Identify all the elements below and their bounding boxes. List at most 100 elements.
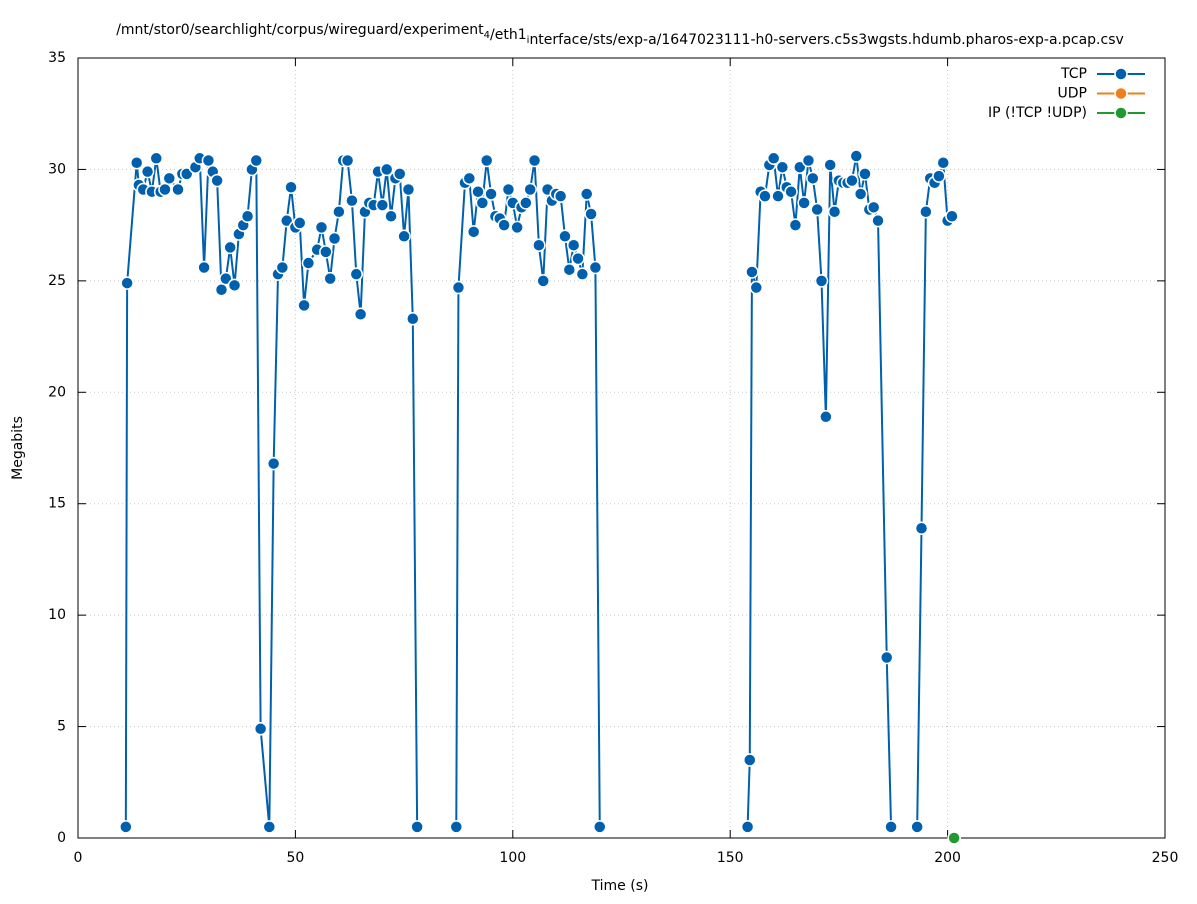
- data-point: [584, 207, 598, 221]
- data-point: [749, 280, 764, 295]
- data-point: [823, 158, 837, 172]
- data-point: [340, 153, 355, 168]
- series-line: [124, 155, 953, 827]
- data-point: [788, 218, 803, 232]
- data-point: [936, 155, 951, 170]
- y-tick-label: 0: [57, 830, 66, 846]
- data-point: [384, 209, 398, 223]
- data-point: [810, 202, 824, 217]
- data-point: [345, 193, 359, 208]
- data-point: [266, 456, 281, 471]
- data-point: [410, 820, 424, 834]
- data-point: [771, 189, 785, 203]
- data-point: [171, 182, 185, 197]
- data-point: [327, 231, 342, 246]
- data-point: [301, 256, 316, 270]
- data-point: [745, 265, 759, 279]
- data-point: [932, 169, 946, 183]
- data-point: [766, 151, 781, 166]
- data-point: [214, 283, 229, 297]
- data-point: [471, 184, 485, 199]
- data-point: [947, 831, 961, 845]
- y-tick-label: 25: [48, 273, 66, 289]
- data-point: [814, 274, 829, 288]
- data-point: [462, 171, 477, 186]
- data-point: [871, 213, 885, 228]
- y-tick-label: 5: [57, 719, 66, 735]
- plot-frame: [77, 57, 1166, 839]
- data-point: [223, 240, 237, 255]
- data-point: [219, 271, 233, 286]
- data-point: [743, 753, 757, 767]
- data-point: [793, 160, 807, 174]
- y-tick-label: 20: [48, 384, 66, 400]
- data-point: [914, 521, 929, 535]
- y-tick-label: 10: [48, 607, 66, 623]
- data-point: [227, 278, 242, 293]
- data-point: [845, 173, 859, 188]
- data-point: [314, 220, 329, 235]
- data-point: [249, 153, 264, 168]
- data-point: [406, 311, 420, 326]
- data-point: [484, 187, 498, 201]
- data-point: [353, 307, 368, 322]
- data-point: [479, 153, 494, 168]
- data-point: [740, 820, 755, 834]
- x-tick-label: 0: [74, 850, 83, 866]
- data-point: [393, 167, 407, 181]
- data-point: [240, 209, 255, 223]
- legend-swatch: [1114, 67, 1128, 81]
- legend-swatch: [1114, 86, 1128, 101]
- data-point: [197, 260, 211, 275]
- legend-label: IP (!TCP !UDP): [988, 105, 1087, 121]
- data-point: [579, 187, 594, 201]
- data-point: [910, 820, 924, 834]
- data-point: [449, 820, 464, 834]
- data-point: [284, 180, 298, 195]
- data-point: [553, 189, 568, 203]
- data-point: [475, 196, 490, 210]
- data-point: [497, 218, 511, 232]
- data-point: [523, 182, 537, 197]
- data-point: [179, 167, 194, 181]
- data-point: [853, 187, 868, 201]
- y-tick-label: 35: [48, 50, 66, 66]
- data-point: [397, 229, 411, 244]
- data-point: [558, 229, 572, 244]
- data-point: [566, 238, 581, 252]
- data-point: [571, 251, 585, 266]
- x-tick-label: 50: [286, 850, 304, 866]
- data-point: [501, 182, 516, 197]
- data-point: [945, 209, 959, 223]
- data-point: [332, 205, 346, 219]
- data-point: [849, 149, 864, 163]
- y-tick-label: 30: [48, 161, 66, 177]
- data-point: [158, 182, 172, 197]
- data-point: [819, 410, 833, 424]
- x-tick-label: 100: [499, 850, 526, 866]
- data-point: [806, 171, 820, 186]
- x-tick-label: 150: [717, 850, 744, 866]
- y-axis-label: Megabits: [10, 416, 26, 480]
- data-point: [801, 153, 816, 168]
- legend-label: UDP: [1058, 86, 1087, 102]
- data-point: [401, 182, 416, 197]
- chart-title: /mnt/stor0/searchlight/corpus/wireguard/…: [116, 22, 1124, 48]
- data-point: [775, 160, 790, 174]
- data-point: [297, 298, 311, 313]
- data-point: [593, 820, 607, 834]
- data-point: [588, 260, 603, 275]
- data-point: [253, 722, 268, 736]
- legend-label: TCP: [1060, 66, 1087, 82]
- data-point: [510, 220, 524, 235]
- data-point: [162, 171, 177, 186]
- data-point: [119, 820, 133, 834]
- data-point: [827, 205, 842, 219]
- data-point: [858, 167, 872, 181]
- data-point: [451, 280, 466, 295]
- data-point: [466, 225, 481, 239]
- data-point: [562, 262, 577, 277]
- data-point: [379, 162, 394, 177]
- data-point: [797, 196, 811, 210]
